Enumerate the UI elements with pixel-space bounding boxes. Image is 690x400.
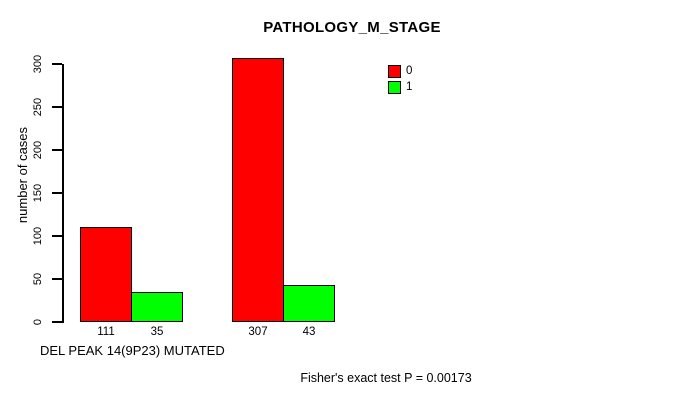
legend-label-0: 0 (406, 65, 413, 77)
x-axis-title: DEL PEAK 14(9P23) MUTATED (40, 343, 225, 358)
bar-value-label: 111 (97, 326, 115, 338)
y-tick-label: 150 (32, 183, 44, 203)
stat-annotation: Fisher's exact test P = 0.00173 (300, 371, 472, 385)
y-tick (52, 106, 62, 108)
bar-series-1-group-2 (283, 285, 335, 322)
legend-swatch-1 (388, 81, 401, 94)
y-tick-label: 100 (32, 226, 44, 246)
y-tick (52, 149, 62, 151)
chart-title: PATHOLOGY_M_STAGE (263, 19, 441, 36)
y-tick (52, 63, 62, 65)
y-axis-line (62, 64, 64, 323)
y-tick (52, 278, 62, 280)
bar-value-label: 307 (248, 326, 268, 338)
bar-value-label: 35 (150, 326, 164, 338)
y-tick (52, 235, 62, 237)
bar-series-0-group-2 (232, 58, 284, 322)
y-tick-label: 300 (32, 54, 44, 74)
y-axis-title: number of cases (15, 126, 30, 224)
y-tick (52, 192, 62, 194)
bar-value-label: 43 (302, 326, 316, 338)
y-tick-label: 50 (32, 272, 44, 286)
y-tick-label: 200 (32, 140, 44, 160)
bar-series-1-group-1 (131, 292, 183, 322)
legend-swatch-0 (388, 65, 401, 78)
y-tick-label: 0 (32, 318, 44, 326)
y-tick-label: 250 (32, 97, 44, 117)
legend-label-1: 1 (406, 81, 413, 93)
bar-series-0-group-1 (80, 227, 132, 322)
y-tick (52, 321, 62, 323)
